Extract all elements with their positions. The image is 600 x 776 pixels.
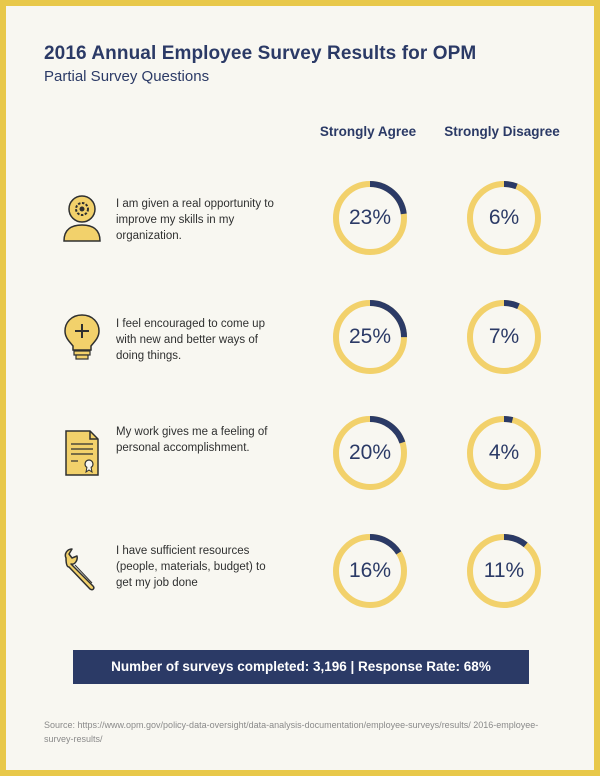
lightbulb-icon <box>60 312 104 362</box>
donut-arc <box>467 534 541 608</box>
infographic: 2016 Annual Employee Survey Results for … <box>6 6 594 770</box>
source-note: Source: https://www.opm.gov/policy-data-… <box>44 720 539 744</box>
donut-strongly-disagree: 7% <box>464 297 544 377</box>
donut-strongly-disagree: 6% <box>464 178 544 258</box>
donut-strongly-disagree: 11% <box>464 531 544 611</box>
question-text: I have sufficient resources (people, mat… <box>116 545 266 589</box>
donut-strongly-agree: 23% <box>330 178 410 258</box>
donut-arc <box>467 181 541 255</box>
donut-arc <box>467 416 541 490</box>
survey-row: I am given a real opportunity to improve… <box>6 173 594 263</box>
question-text: I feel encouraged to come up with new an… <box>116 318 265 362</box>
column-header-strongly-disagree: Strongly Disagree <box>444 124 560 139</box>
donut-arc <box>333 416 407 490</box>
page-title: 2016 Annual Employee Survey Results for … <box>44 43 477 64</box>
wrench-icon <box>60 546 104 596</box>
donut-label: 20% <box>348 441 392 464</box>
survey-row: I feel encouraged to come up with new an… <box>6 292 594 382</box>
column-header-strongly-agree: Strongly Agree <box>319 124 417 139</box>
person-gear-icon <box>60 193 104 243</box>
donut-label: 7% <box>488 325 520 348</box>
certificate-icon <box>60 428 104 478</box>
survey-row: I have sufficient resources (people, mat… <box>6 526 594 616</box>
donut-arc <box>333 300 407 374</box>
donut-strongly-agree: 16% <box>330 531 410 611</box>
donut-strongly-agree: 20% <box>330 413 410 493</box>
donut-strongly-disagree: 4% <box>464 413 544 493</box>
question-text: My work gives me a feeling of personal a… <box>116 426 268 454</box>
survey-row: My work gives me a feeling of personal a… <box>6 408 594 498</box>
donut-label: 16% <box>348 559 392 582</box>
donut-strongly-agree: 25% <box>330 297 410 377</box>
donut-label: 23% <box>348 206 392 229</box>
donut-arc <box>333 534 407 608</box>
donut-arc <box>467 300 541 374</box>
question-text: I am given a real opportunity to improve… <box>116 198 274 242</box>
donut-label: 11% <box>483 559 525 582</box>
donut-label: 4% <box>488 441 520 464</box>
donut-arc <box>333 181 407 255</box>
donut-label: 6% <box>488 206 520 229</box>
page-subtitle: Partial Survey Questions <box>44 68 210 85</box>
donut-label: 25% <box>348 325 392 348</box>
summary-banner: Number of surveys completed: 3,196 | Res… <box>73 650 529 684</box>
